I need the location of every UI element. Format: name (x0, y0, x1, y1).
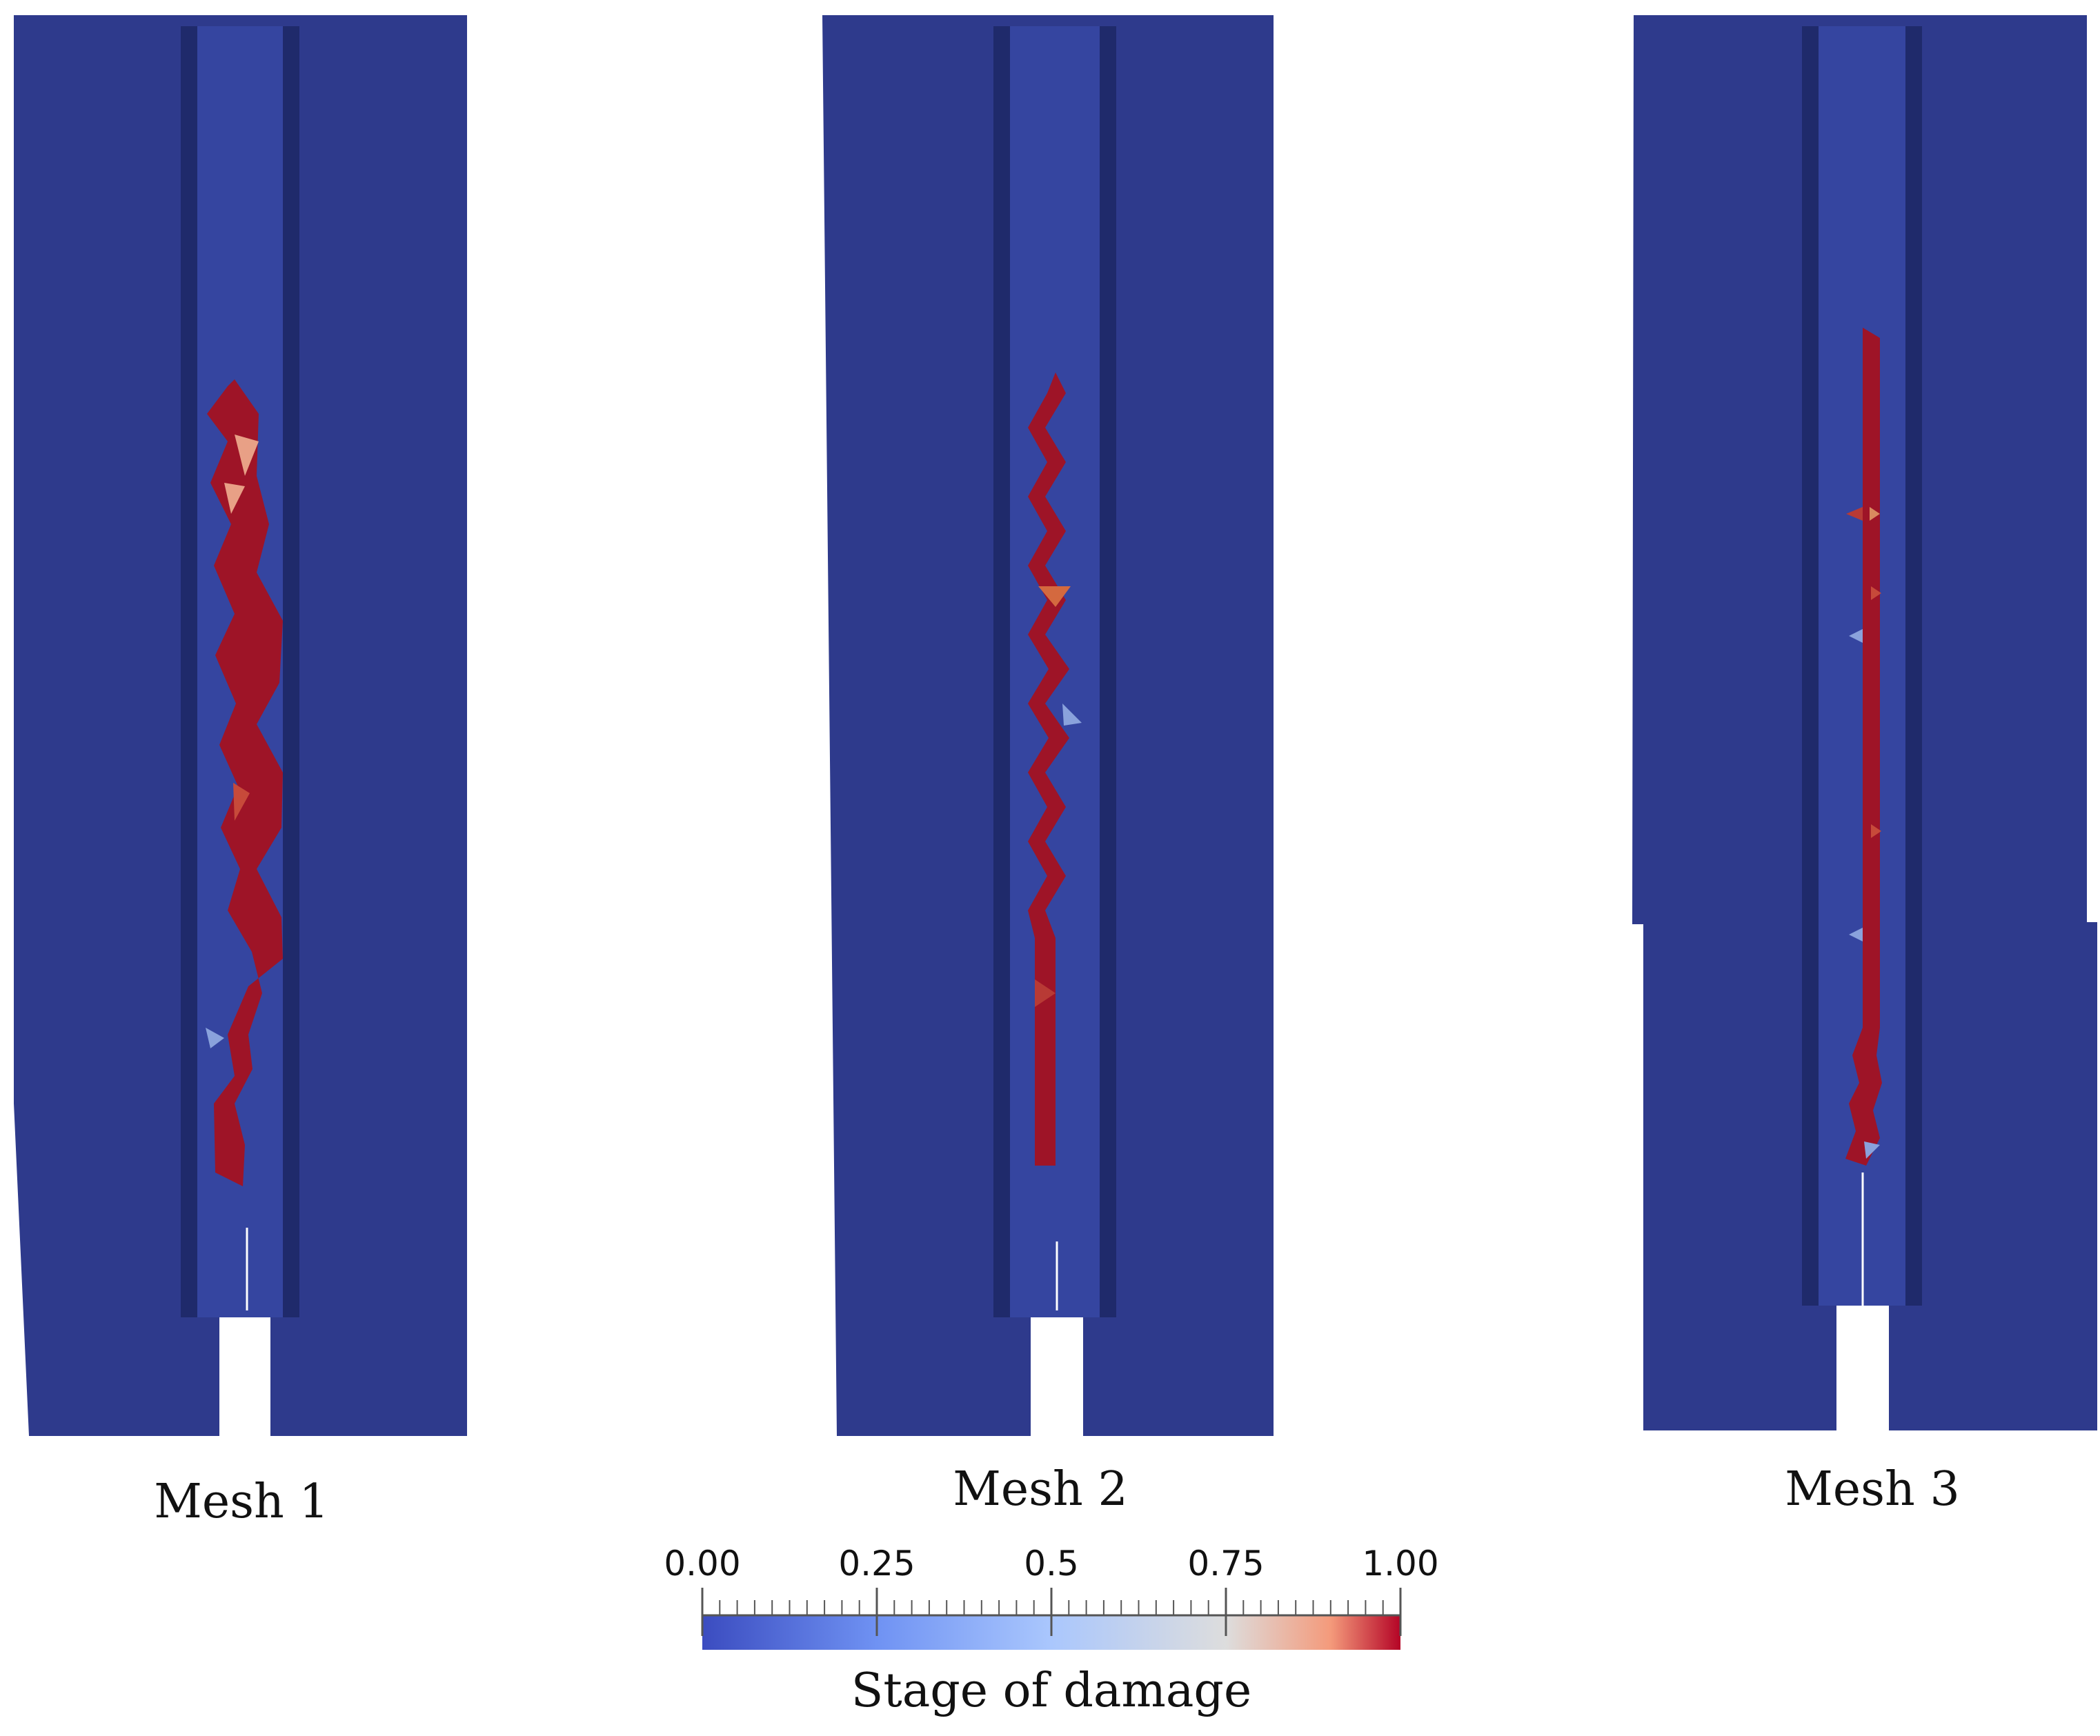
mesh-2-label: Mesh 2 (953, 1462, 1128, 1517)
mesh-1-crack-partial-d (206, 1028, 224, 1048)
mesh-1-slot-left-wall (181, 26, 197, 1317)
mesh-1-slot-right-wall (283, 26, 299, 1317)
mesh-2-slot-right-wall (1100, 26, 1116, 1317)
mesh-1 (14, 15, 467, 1436)
colorbar (701, 1588, 1402, 1650)
mesh-3-crack-partial-f (1849, 928, 1863, 941)
mesh-2 (822, 15, 1274, 1436)
mesh-3-label: Mesh 3 (1785, 1462, 1960, 1517)
mesh-1-crack (207, 379, 283, 1186)
mesh-1-crack-partial-a (235, 435, 259, 476)
colorbar-tick-label-0: 0.00 (664, 1544, 741, 1584)
mesh-3-slot-right-wall (1905, 26, 1922, 1306)
colorbar-tick-label-1: 0.25 (838, 1544, 915, 1584)
mesh-2-slot-left-wall (993, 26, 1010, 1317)
mesh-3-slot-left-wall (1802, 26, 1819, 1306)
mesh-2-crack-partial-b (1062, 704, 1082, 726)
mesh-1-crack-partial-b (224, 483, 245, 514)
mesh-3-crack-partial-d (1849, 629, 1863, 643)
colorbar-tick-label-4: 1.00 (1362, 1544, 1439, 1584)
mesh-2-crack (1028, 372, 1069, 1166)
mesh-1-crack-partial-c (233, 783, 250, 821)
mesh-3-crack-partial-g (1864, 1141, 1880, 1159)
mesh-3-crack-partial-a (1846, 507, 1863, 521)
mesh-3-crack-partial-c (1871, 586, 1881, 600)
mesh-3-crack-partial-e (1871, 824, 1881, 838)
mesh-3 (1632, 15, 2097, 1430)
mesh-2-crack-partial-a (1038, 586, 1071, 607)
colorbar-ticks (701, 1588, 1402, 1636)
colorbar-tick-label-2: 0.5 (1024, 1544, 1079, 1584)
mesh-3-crack-partial-b (1870, 507, 1880, 521)
mesh-3-crack (1845, 328, 1882, 1166)
mesh-2-crack-partial-c (1035, 979, 1056, 1007)
colorbar-tick-label-3: 0.75 (1187, 1544, 1265, 1584)
mesh-1-label: Mesh 1 (154, 1475, 329, 1529)
colorbar-title: Stage of damage (851, 1664, 1252, 1718)
